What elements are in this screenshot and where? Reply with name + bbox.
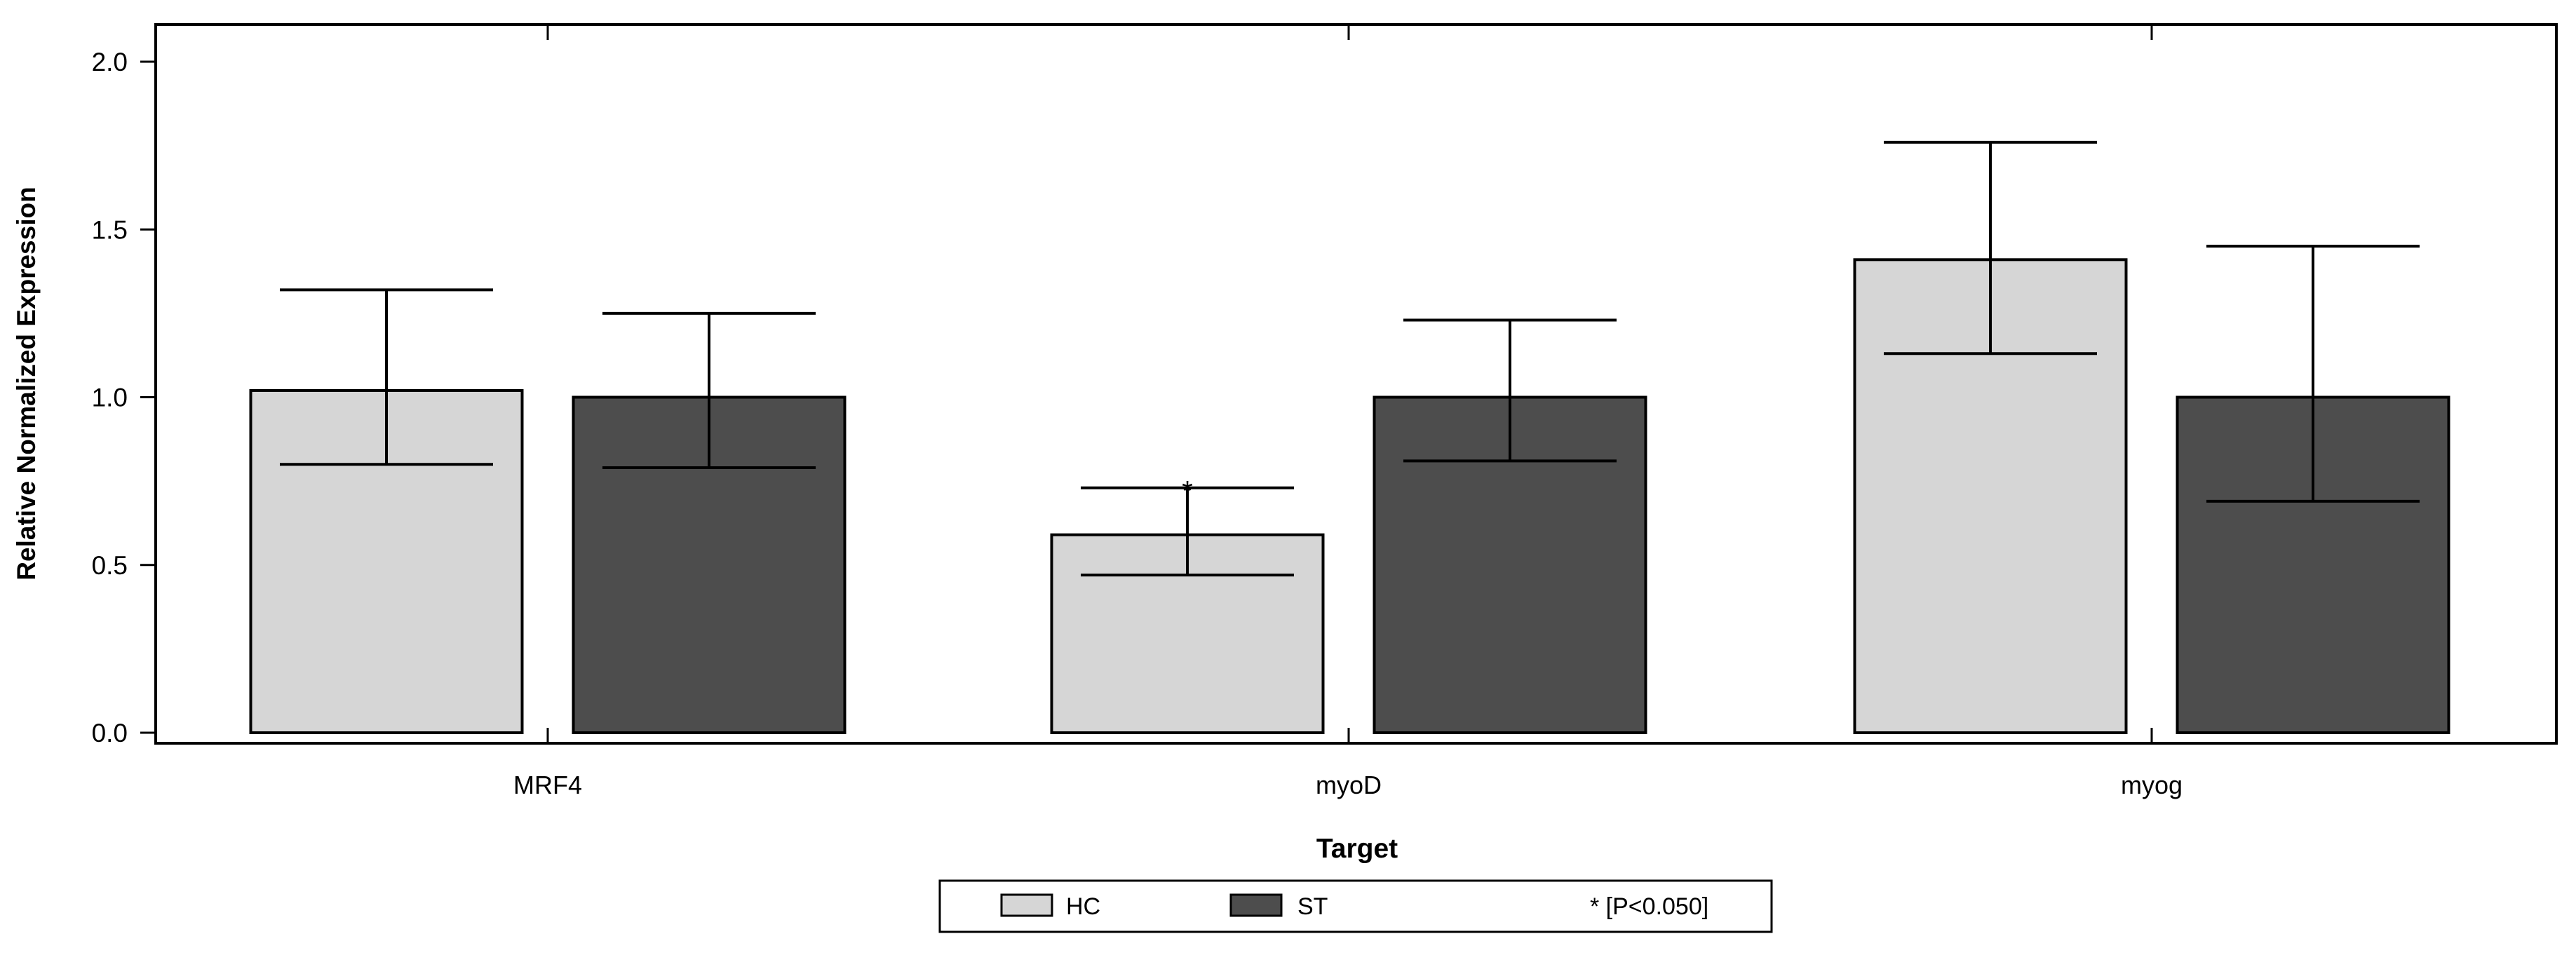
legend-label-hc: HC [1066, 893, 1100, 920]
x-tick-label: myoD [1316, 771, 1382, 799]
legend-swatch-hc [1000, 893, 1053, 917]
y-axis: 0.0 0.5 1.0 1.5 2.0 [92, 48, 156, 747]
legend: HC ST * [P<0.050] [938, 879, 1773, 933]
x-axis-label: Target [1316, 834, 1398, 864]
x-tick-label: MRF4 [513, 771, 582, 799]
x-tick-label: myog [2121, 771, 2183, 799]
y-tick-label: 1.5 [92, 215, 128, 244]
legend-label-st: ST [1297, 893, 1328, 920]
y-axis-label: Relative Normalized Expression [12, 187, 41, 580]
significance-marker: * [1182, 476, 1193, 507]
x-axis: MRF4 myoD myog [513, 25, 2183, 799]
legend-swatch-st [1229, 893, 1283, 917]
y-tick-label: 2.0 [92, 48, 128, 76]
y-tick-label: 1.0 [92, 384, 128, 412]
plot-frame [154, 23, 2558, 745]
error-bars: * [280, 140, 2420, 577]
y-tick-label: 0.5 [92, 551, 128, 580]
legend-frame [938, 879, 1773, 933]
bars [249, 258, 2450, 734]
legend-significance-note: * [P<0.050] [1590, 893, 1708, 920]
y-tick-label: 0.0 [92, 719, 128, 747]
